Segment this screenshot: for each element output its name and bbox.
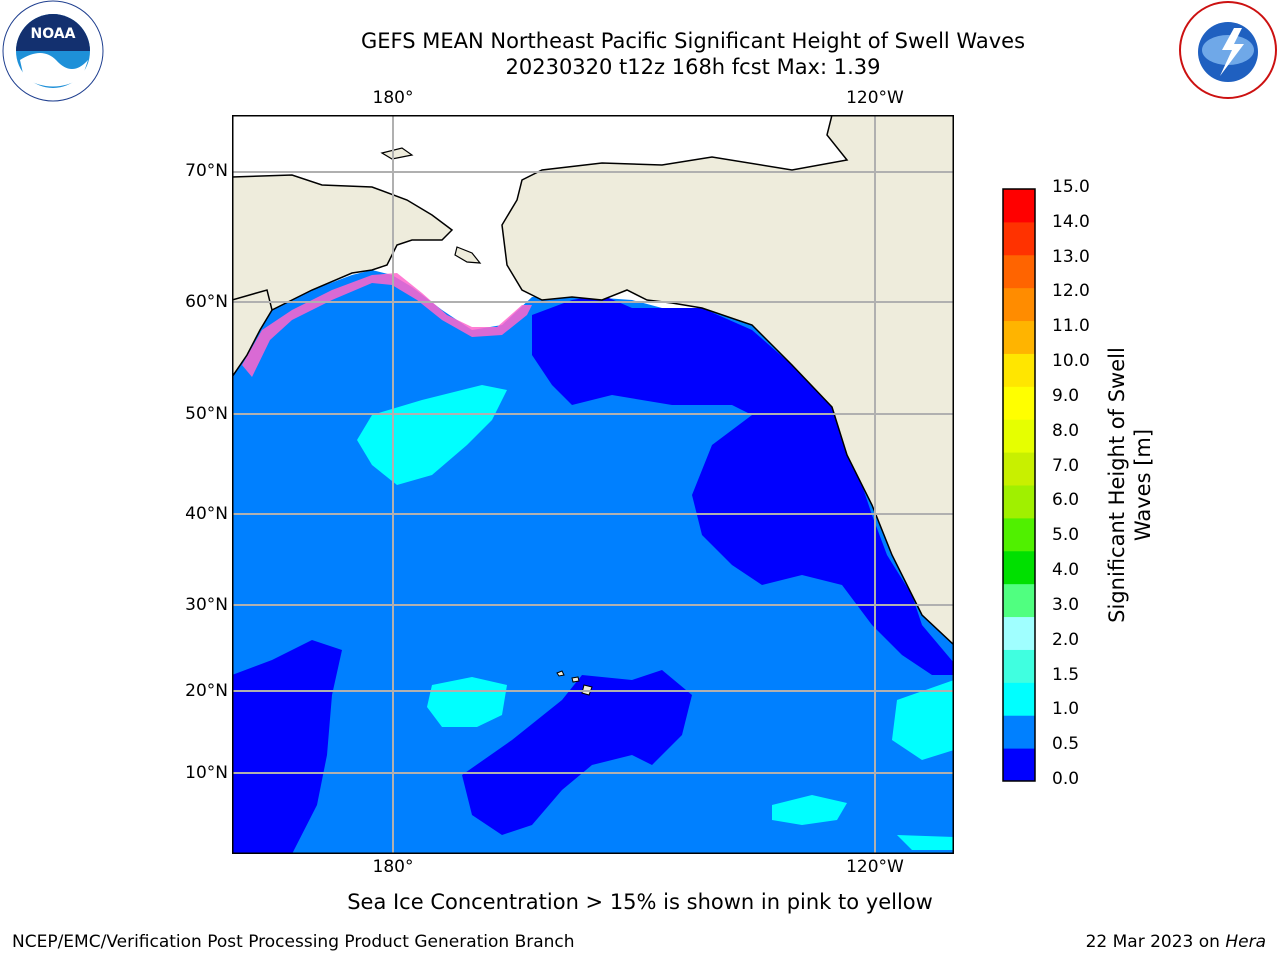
colorbar-tick-label: 0.5 — [1052, 734, 1080, 755]
lat-label-40n: 40°N — [185, 504, 228, 524]
low-swell-southwest — [232, 640, 342, 854]
swell-patch-south — [772, 795, 847, 825]
wrangel-island — [380, 147, 414, 160]
colorbar-tick-label: 13.0 — [1052, 246, 1090, 267]
colorbar-tick-label: 1.0 — [1052, 699, 1080, 720]
map-frame — [232, 115, 954, 854]
colorbar-tick-label: 2.0 — [1052, 629, 1080, 650]
kamchatka-land — [232, 289, 273, 379]
colorbar-cell — [1003, 221, 1035, 256]
colorbar-tick-label: 8.0 — [1052, 420, 1080, 441]
footer-date-text: 22 Mar 2023 on — [1085, 932, 1226, 952]
lat-label-60n: 60°N — [185, 292, 228, 312]
colorbar-cell — [1003, 550, 1035, 585]
colorbar-cell — [1003, 287, 1035, 322]
colorbar-tick-label: 7.0 — [1052, 455, 1080, 476]
colorbar-cell — [1003, 649, 1035, 683]
hawaii-island-1 — [556, 670, 565, 677]
lat-label-50n: 50°N — [185, 404, 228, 424]
colorbar-tick-label: 5.0 — [1052, 525, 1080, 546]
colorbar-cell — [1003, 320, 1035, 354]
north-america-land — [501, 115, 954, 647]
colorbar-cell — [1003, 682, 1035, 716]
lon-label-top-180: 180° — [372, 88, 414, 108]
lat-label-10n: 10°N — [185, 763, 228, 783]
swell-patch-hawaii — [427, 677, 507, 727]
chart-title: GEFS MEAN Northeast Pacific Significant … — [360, 29, 1026, 53]
colorbar-tick-label: 11.0 — [1052, 316, 1090, 337]
lon-label-top-120w: 120°W — [846, 88, 904, 108]
colorbar-cell — [1003, 353, 1035, 387]
swell-patch-southeast — [897, 835, 954, 850]
colorbar-cell — [1003, 616, 1035, 650]
footer-date: 22 Mar 2023 on Hera — [1086, 932, 1266, 952]
colorbar-tick-label: 15.0 — [1052, 177, 1090, 197]
noaa-logo-text: NOAA — [31, 26, 76, 42]
noaa-logo: NOAA — [2, 0, 104, 102]
low-swell-central — [462, 670, 692, 835]
lat-label-30n: 30°N — [185, 595, 228, 615]
footer-branch: NCEP/EMC/Verification Post Processing Pr… — [12, 932, 575, 952]
colorbar-cell — [1003, 419, 1035, 453]
low-swell-gulf — [532, 295, 954, 675]
colorbar-tick-label: 1.5 — [1052, 664, 1080, 685]
chart-subtitle: 20230320 t12z 168h fcst Max: 1.39 — [505, 55, 881, 79]
colorbar-tick-label: 3.0 — [1052, 594, 1080, 615]
st-lawrence-island — [454, 246, 482, 264]
colorbar-tick-label: 12.0 — [1052, 281, 1090, 302]
colorbar-label: Significant Height of Swell Waves [m] — [1105, 347, 1155, 623]
colorbar-tick-label: 0.0 — [1052, 769, 1080, 789]
colorbar-cell — [1003, 386, 1035, 420]
colorbar-tick-label: 14.0 — [1052, 211, 1090, 232]
nws-logo — [1178, 0, 1278, 100]
colorbar-cell — [1003, 517, 1035, 552]
colorbar — [1002, 188, 1036, 782]
colorbar-cell — [1003, 189, 1035, 223]
footer-host: Hera — [1225, 932, 1266, 952]
swell-patch-east — [892, 680, 954, 760]
sea-ice-fringe — [242, 273, 532, 377]
colorbar-tick-label: 6.0 — [1052, 490, 1080, 511]
lat-label-20n: 20°N — [185, 681, 228, 701]
colorbar-cell — [1003, 748, 1035, 782]
hawaii-island-2 — [571, 676, 580, 683]
colorbar-cell — [1003, 583, 1035, 618]
colorbar-cell — [1003, 254, 1035, 289]
colorbar-cell — [1003, 715, 1035, 749]
colorbar-tick-label: 4.0 — [1052, 560, 1080, 581]
colorbar-tick-label: 10.0 — [1052, 351, 1090, 372]
swell-height-map — [232, 115, 954, 854]
map-gridlines — [232, 115, 954, 854]
colorbar-tick-label: 9.0 — [1052, 385, 1080, 406]
colorbar-cell — [1003, 452, 1035, 486]
lon-label-bottom-120w: 120°W — [846, 857, 904, 877]
swell-patch-north — [357, 385, 507, 485]
sea-ice-caption: Sea Ice Concentration > 15% is shown in … — [347, 890, 933, 914]
colorbar-cell — [1003, 485, 1035, 519]
lon-label-bottom-180: 180° — [372, 857, 414, 877]
lat-label-70n: 70°N — [185, 161, 228, 181]
